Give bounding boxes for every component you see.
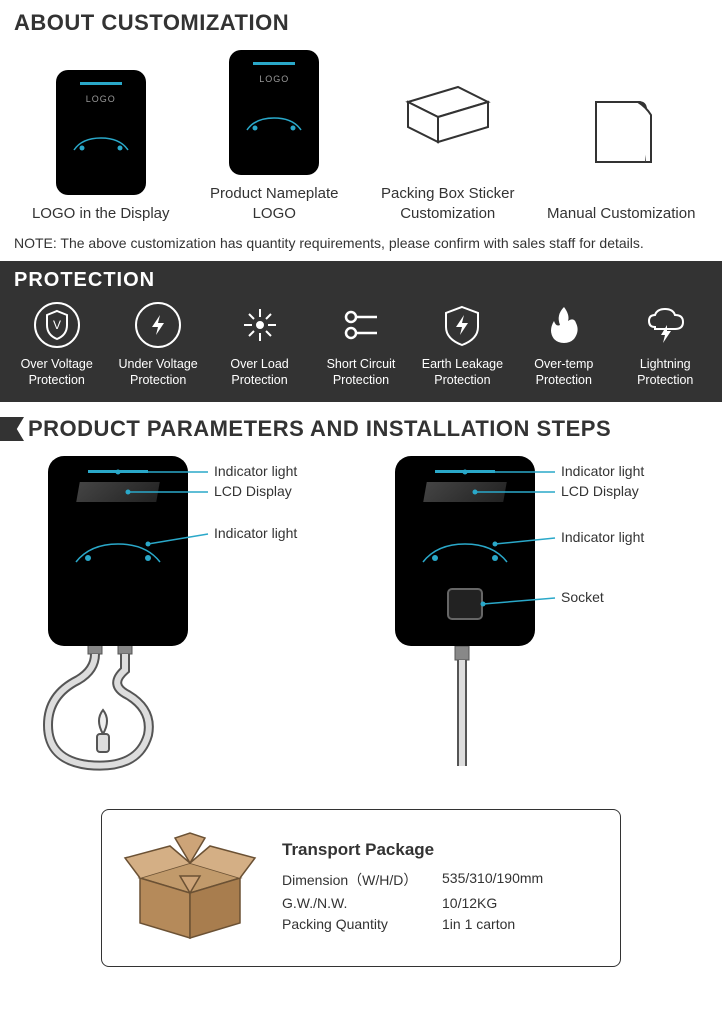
- flame-icon: [539, 300, 589, 350]
- customization-title: ABOUT CUSTOMIZATION: [0, 0, 722, 44]
- callout-label: Indicator light: [561, 463, 644, 479]
- protection-row: V Over Voltage Protection Under Voltage …: [0, 294, 722, 403]
- protection-item: Short Circuit Protection: [313, 300, 409, 389]
- carton-icon: [120, 828, 260, 948]
- cable-icon: [28, 640, 228, 790]
- protection-item: Lightning Protection: [617, 300, 713, 389]
- customization-label: LOGO in the Display: [32, 204, 170, 224]
- transport-row: Dimension（W/H/D） 535/310/190mm: [282, 870, 602, 890]
- customization-item: LOGO LOGO in the Display: [21, 72, 181, 224]
- transport-key: Packing Quantity: [282, 916, 442, 932]
- transport-val: 10/12KG: [442, 895, 497, 911]
- protection-label: Under Voltage Protection: [110, 356, 206, 389]
- shield-bolt2-icon: [437, 300, 487, 350]
- customization-item: Packing Box Sticker Customization: [368, 52, 528, 225]
- protection-item: Over Load Protection: [212, 300, 308, 389]
- shield-v-icon: V: [32, 300, 82, 350]
- transport-key: G.W./N.W.: [282, 895, 442, 911]
- transport-val: 535/310/190mm: [442, 870, 543, 890]
- callout-label: LCD Display: [561, 483, 639, 499]
- callout-label: Indicator light: [561, 529, 644, 545]
- transport-row: G.W./N.W. 10/12KG: [282, 895, 602, 911]
- sparkles-icon: [235, 300, 285, 350]
- cloud-bolt-icon: [640, 300, 690, 350]
- diagram-socket: Indicator light LCD Display Indicator li…: [365, 456, 705, 795]
- circuit-icon: [336, 300, 386, 350]
- protection-item: Over-temp Protection: [516, 300, 612, 389]
- protection-title: PROTECTION: [0, 261, 722, 294]
- manual-icon: [576, 72, 666, 192]
- callout-label: LCD Display: [214, 483, 292, 499]
- svg-text:V: V: [53, 318, 61, 332]
- protection-item: V Over Voltage Protection: [9, 300, 105, 389]
- shield-bolt-icon: [133, 300, 183, 350]
- customization-note: NOTE: The above customization has quanti…: [0, 231, 722, 261]
- protection-label: Short Circuit Protection: [313, 356, 409, 389]
- customization-item: LOGO Product Nameplate LOGO: [194, 52, 354, 225]
- diagram-cable: Indicator light LCD Display Indicator li…: [18, 456, 358, 795]
- customization-row: LOGO LOGO in the Display LOGO Product Na…: [0, 44, 722, 231]
- charger-display-icon: LOGO: [56, 72, 146, 192]
- params-title: PRODUCT PARAMETERS AND INSTALLATION STEP…: [28, 416, 611, 442]
- callout-label: Socket: [561, 589, 604, 605]
- customization-label: Manual Customization: [547, 204, 695, 224]
- charger-nameplate-icon: LOGO: [229, 52, 319, 172]
- callout-label: Indicator light: [214, 463, 297, 479]
- protection-section: PROTECTION V Over Voltage Protection Und…: [0, 261, 722, 403]
- protection-label: Over Load Protection: [212, 356, 308, 389]
- params-title-row: PRODUCT PARAMETERS AND INSTALLATION STEP…: [0, 416, 722, 442]
- protection-label: Earth Leakage Protection: [414, 356, 510, 389]
- customization-item: Manual Customization: [541, 72, 701, 224]
- transport-package: Transport Package Dimension（W/H/D） 535/3…: [101, 809, 621, 967]
- diagrams-row: Indicator light LCD Display Indicator li…: [0, 442, 722, 795]
- transport-key: Dimension（W/H/D）: [282, 870, 442, 890]
- transport-row: Packing Quantity 1in 1 carton: [282, 916, 602, 932]
- title-flag-icon: [0, 417, 24, 441]
- callout-label: Indicator light: [214, 525, 297, 541]
- customization-label: Packing Box Sticker Customization: [368, 184, 528, 225]
- protection-label: Over-temp Protection: [516, 356, 612, 389]
- transport-val: 1in 1 carton: [442, 916, 515, 932]
- protection-item: Under Voltage Protection: [110, 300, 206, 389]
- protection-label: Over Voltage Protection: [9, 356, 105, 389]
- customization-label: Product Nameplate LOGO: [194, 184, 354, 225]
- transport-title: Transport Package: [282, 840, 602, 860]
- protection-label: Lightning Protection: [617, 356, 713, 389]
- box-sticker-icon: [388, 52, 508, 172]
- cable-straight-icon: [405, 646, 585, 776]
- protection-item: Earth Leakage Protection: [414, 300, 510, 389]
